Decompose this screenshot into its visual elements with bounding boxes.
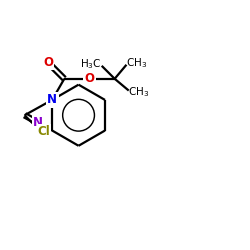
Text: CH$_3$: CH$_3$ [126, 56, 147, 70]
Text: O: O [84, 72, 94, 85]
Text: CH$_3$: CH$_3$ [128, 86, 150, 100]
Text: Cl: Cl [37, 125, 50, 138]
Text: N: N [33, 116, 43, 129]
Text: H$_3$C: H$_3$C [80, 57, 102, 71]
Text: N: N [47, 94, 57, 106]
Text: O: O [44, 56, 54, 70]
